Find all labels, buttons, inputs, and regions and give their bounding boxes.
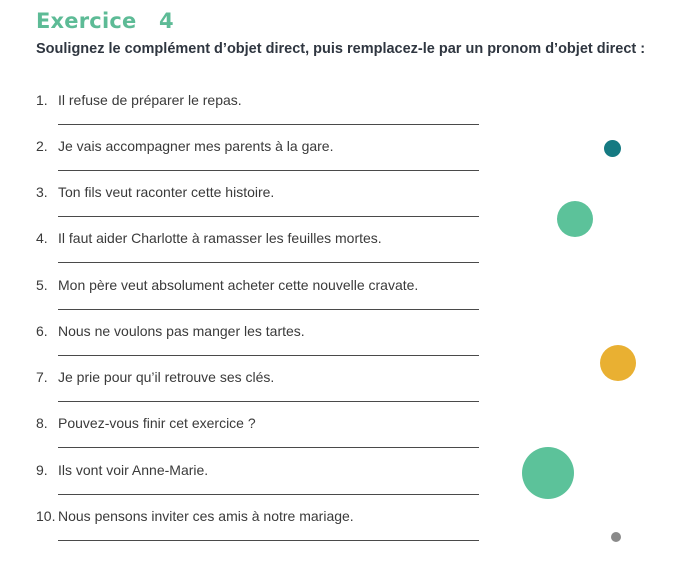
item-sentence: Je vais accompagner mes parents à la gar…: [58, 138, 334, 154]
item-number: 4.: [36, 230, 48, 246]
exercise-item-1: 1. Il refuse de préparer le repas.: [36, 92, 480, 138]
exercise-item-4: 4. Il faut aider Charlotte à ramasser le…: [36, 230, 480, 276]
decorative-dot-gray: [611, 532, 621, 542]
exercise-item-5: 5. Mon père veut absolument acheter cett…: [36, 277, 480, 323]
item-sentence: Ton fils veut raconter cette histoire.: [58, 184, 275, 200]
item-number: 1.: [36, 92, 48, 108]
decorative-dot-teal: [604, 140, 621, 157]
item-sentence: Nous ne voulons pas manger les tartes.: [58, 323, 305, 339]
item-sentence: Nous pensons inviter ces amis à notre ma…: [58, 508, 354, 524]
answer-line[interactable]: [58, 262, 479, 263]
item-number: 8.: [36, 415, 48, 431]
item-number: 6.: [36, 323, 48, 339]
item-sentence: Je prie pour qu’il retrouve ses clés.: [58, 369, 275, 385]
item-number: 5.: [36, 277, 48, 293]
item-number: 7.: [36, 369, 48, 385]
answer-line[interactable]: [58, 170, 479, 171]
exercise-title: Exercice 4: [36, 9, 174, 33]
item-sentence: Ils vont voir Anne-Marie.: [58, 462, 209, 478]
item-number: 9.: [36, 462, 48, 478]
exercise-instruction: Soulignez le complément d’objet direct, …: [36, 41, 646, 57]
decorative-dot-green-large: [522, 447, 574, 499]
answer-line[interactable]: [58, 540, 479, 541]
decorative-dot-yellow: [600, 345, 636, 381]
answer-line[interactable]: [58, 447, 479, 448]
answer-line[interactable]: [58, 216, 479, 217]
exercise-item-7: 7. Je prie pour qu’il retrouve ses clés.: [36, 369, 480, 415]
exercise-item-10: 10. Nous pensons inviter ces amis à notr…: [36, 508, 480, 554]
item-sentence: Pouvez-vous finir cet exercice ?: [58, 415, 256, 431]
exercise-item-6: 6. Nous ne voulons pas manger les tartes…: [36, 323, 480, 369]
exercise-item-9: 9. Ils vont voir Anne-Marie.: [36, 462, 480, 508]
answer-line[interactable]: [58, 401, 479, 402]
answer-line[interactable]: [58, 124, 479, 125]
item-sentence: Il faut aider Charlotte à ramasser les f…: [58, 230, 382, 246]
exercise-item-3: 3. Ton fils veut raconter cette histoire…: [36, 184, 480, 230]
exercise-item-2: 2. Je vais accompagner mes parents à la …: [36, 138, 480, 184]
decorative-dot-green-medium: [557, 201, 593, 237]
exercise-item-8: 8. Pouvez-vous finir cet exercice ?: [36, 415, 480, 461]
answer-line[interactable]: [58, 309, 479, 310]
answer-line[interactable]: [58, 494, 479, 495]
answer-line[interactable]: [58, 355, 479, 356]
item-number: 10.: [36, 508, 56, 524]
item-sentence: Il refuse de préparer le repas.: [58, 92, 242, 108]
item-sentence: Mon père veut absolument acheter cette n…: [58, 277, 419, 293]
item-number: 2.: [36, 138, 48, 154]
item-number: 3.: [36, 184, 48, 200]
